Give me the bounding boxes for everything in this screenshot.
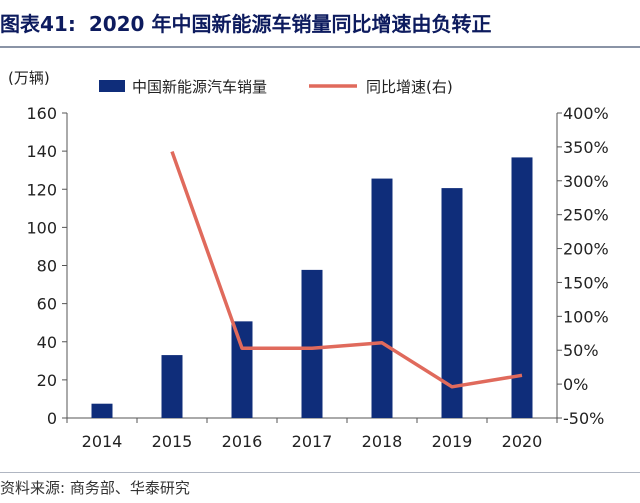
x-tick-label: 2017 bbox=[292, 432, 333, 451]
y-left-unit-label: (万辆) bbox=[8, 69, 50, 87]
y-right-tick-label: 100% bbox=[563, 307, 609, 326]
y-right-tick-label: 350% bbox=[563, 138, 609, 157]
source-note: 资料来源: 商务部、华泰研究 bbox=[0, 472, 640, 503]
y-right-tick-label: 150% bbox=[563, 273, 609, 292]
x-tick-label: 2018 bbox=[362, 432, 403, 451]
figure-title-bar: 图表41: 2020 年中国新能源车销量同比增速由负转正 bbox=[0, 0, 640, 48]
legend-label-sales: 中国新能源汽车销量 bbox=[132, 78, 267, 96]
y-right-tick-label: 300% bbox=[563, 172, 609, 191]
legend-swatch-sales bbox=[99, 80, 125, 92]
y-left-tick-label: 20 bbox=[37, 371, 57, 390]
y-left-tick-label: 80 bbox=[37, 257, 57, 276]
x-tick-label: 2016 bbox=[222, 432, 263, 451]
x-tick-label: 2015 bbox=[152, 432, 193, 451]
y-left-tick-label: 100 bbox=[26, 218, 57, 237]
bar bbox=[301, 269, 323, 418]
y-left-tick-label: 120 bbox=[26, 180, 57, 199]
y-left-tick-label: 160 bbox=[26, 104, 57, 123]
line-series bbox=[170, 151, 523, 389]
chart-axes: 0 20 40 60 80 100 120 140 160 -50% 0% 50% 100% 150% 20… bbox=[8, 69, 609, 451]
y-right-tick-label: 200% bbox=[563, 240, 609, 259]
figure-title-text: 2020 年中国新能源车销量同比增速由负转正 bbox=[88, 12, 492, 36]
source-text: 资料来源: 商务部、华泰研究 bbox=[0, 479, 190, 497]
chart-legend: 中国新能源汽车销量 同比增速(右) bbox=[99, 78, 453, 96]
x-tick-label: 2019 bbox=[432, 432, 473, 451]
y-right-tick-label: 400% bbox=[563, 104, 609, 123]
growth-line bbox=[170, 151, 523, 389]
bar-series bbox=[91, 157, 533, 418]
y-right-tick-label: 0% bbox=[563, 375, 588, 394]
figure-label: 图表41: bbox=[0, 12, 76, 36]
y-right-tick-label: 50% bbox=[563, 341, 599, 360]
bar bbox=[371, 178, 393, 418]
legend-label-growth: 同比增速(右) bbox=[366, 78, 453, 96]
bar bbox=[91, 403, 113, 418]
y-right-tick-label: 250% bbox=[563, 206, 609, 225]
figure-title: 图表41: 2020 年中国新能源车销量同比增速由负转正 bbox=[0, 8, 491, 37]
bar bbox=[161, 355, 183, 418]
y-left-tick-label: 40 bbox=[37, 333, 57, 352]
bar bbox=[441, 188, 463, 418]
bar bbox=[511, 157, 533, 418]
y-left-tick-label: 140 bbox=[26, 142, 57, 161]
combo-chart: 0 20 40 60 80 100 120 140 160 -50% 0% 50% 100% 150% 20… bbox=[8, 69, 609, 451]
y-left-tick-label: 0 bbox=[47, 409, 57, 428]
bar bbox=[231, 321, 253, 418]
y-right-tick-label: -50% bbox=[563, 409, 604, 428]
x-tick-label: 2014 bbox=[82, 432, 123, 451]
y-left-tick-label: 60 bbox=[37, 295, 57, 314]
x-tick-label: 2020 bbox=[502, 432, 543, 451]
